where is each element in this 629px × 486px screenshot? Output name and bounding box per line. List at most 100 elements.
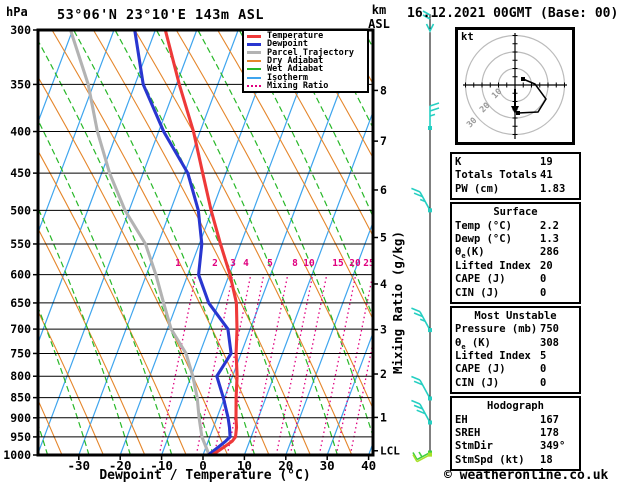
mixing-ratio-line [158,274,197,455]
km-tick-label: 5 [380,230,387,244]
indices-label: Dewp (°C) [455,232,512,245]
temp-tick-label: 0 [199,458,207,473]
pressure-tick-label: 750 [10,346,31,360]
km-tick-label: 3 [380,323,387,337]
indices-row: PW (cm) 1.83 [455,183,576,196]
isotherm-line [38,30,74,124]
indices-value: 1.3 [540,232,559,245]
km-tick-label: 4 [380,277,387,291]
mixing-ratio-value: 15 [332,258,344,269]
legend-item: Temperature [247,31,367,42]
copyright-watermark: © weatheronline.co.uk [444,468,609,483]
indices-value: 1.83 [540,182,566,195]
legend-label: Mixing Ratio [267,80,329,91]
indices-row: Lifted Index 20 [455,260,576,273]
wind-barb-feather [412,452,418,460]
indices-label: CAPE (J) [455,363,506,376]
pressure-tick-label: 900 [10,411,31,425]
indices-row: CIN (J) 0 [455,287,576,300]
pressure-tick-label: 500 [10,203,31,217]
pressure-tick-label: 700 [10,322,31,336]
dewpoint-curve [133,30,233,455]
indices-label: Lifted Index [455,259,531,272]
temp-tick-label: -20 [109,458,132,473]
chart-legend: Temperature Dewpoint Parcel Trajectory Dry … [242,29,369,94]
valid-datetime: 16.12.2021 00GMT (Base: 00) [407,6,619,21]
dry-adiabat-line [51,30,270,455]
isotherm-line [161,30,322,455]
hodograph-ring-label: 20 [478,101,492,115]
indices-label: PW (cm) [455,182,500,195]
indices-value: 286 [540,246,559,259]
indices-label: CIN (J) [455,376,500,389]
legend-swatch-parcel-trajectory [247,51,261,55]
mixing-ratio-line [226,274,265,455]
wind-barb-feather [416,409,426,415]
isotherm-line [38,30,198,455]
isotherm-line [38,30,115,235]
mixing-ratio-line [195,274,234,455]
wind-barb-feather [429,102,440,107]
indices-label: CIN (J) [455,286,500,299]
indices-row: CIN (J) 0 [455,377,576,390]
isotherm-line [78,30,239,455]
plot-border [36,28,375,457]
pressure-axis-unit: hPa [6,5,28,19]
isotherm-line [202,30,363,455]
indices-label: Temp (°C) [455,219,512,232]
mixing-ratio-line [213,274,252,455]
wind-arrow-feather [422,10,431,16]
indices-label: CAPE (J) [455,273,506,286]
dry-adiabat-line [38,310,104,455]
isotherm-line [243,110,373,455]
wet-adiabat-line [280,30,373,219]
indices-row: EH 167 [455,414,576,427]
indices-value: 0 [540,273,547,286]
indices-row: Dewp (°C) 1.3 [455,233,576,246]
km-tick-label: 7 [380,134,387,148]
indices-value: 349° [540,440,566,453]
wind-barb-shaft [416,451,431,461]
pressure-tick-label: 400 [10,125,31,139]
hodograph-border [455,27,575,145]
legend-label: Temperature [267,31,324,42]
hodograph-marker-dot [516,111,520,115]
mixing-ratio-line [349,339,373,455]
pressure-tick-label: 650 [10,296,31,310]
wind-barb-feather [413,380,423,386]
wind-barb-feather [419,198,426,203]
wind-barb-feather [429,113,436,117]
temp-tick-label: -10 [150,458,173,473]
indices-value: 18 [540,453,553,466]
temp-tick-label: 40 [361,458,376,473]
temp-tick-label: -30 [68,458,91,473]
temperature-curve [163,30,239,455]
mixing-ratio-line [318,274,357,455]
legend-swatch-isotherm [247,76,261,79]
indices-value: 0 [540,363,547,376]
wind-barb-feather [429,107,440,112]
isotherm-line [326,331,373,455]
pressure-tick-label: 450 [10,166,31,180]
sounding-curves [68,30,239,455]
mixing-ratio-value: 1 [175,258,181,269]
hodograph-unit: kt [461,31,474,43]
indices-label: θe(K) [455,246,485,261]
indices-value: 20 [540,259,553,272]
mixing-ratio-value: 2 [212,258,218,269]
indices-value: 0 [540,376,547,389]
indices-label: EH [455,413,468,426]
wind-barb-feather [413,192,423,198]
indices-box: K 19 Totals Totals 41 PW (cm) 1.83 [450,152,581,201]
wind-barb-feather [411,187,421,193]
pressure-tick-label: 350 [10,77,31,91]
indices-row: θe(K) 286 [455,246,576,261]
wind-barb-shaft [416,453,431,463]
wind-barb-feather [413,312,423,318]
x-axis-label: Dewpoint / Temperature (°C) [99,468,311,483]
station-title: 53°06'N 23°10'E 143m ASL [57,7,265,23]
pressure-tick-label: 800 [10,369,31,383]
indices-label: K [455,156,462,168]
indices-value: 308 [540,336,559,349]
storm-motion-arrowhead [511,106,519,114]
